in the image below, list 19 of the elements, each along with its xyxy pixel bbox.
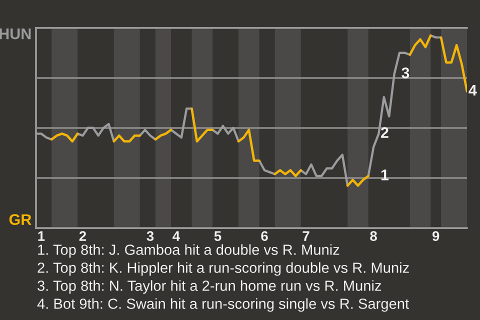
- text: 4. Bot 9th: C. Swain hit a run-scoring single vs R. Sargent: [37, 298, 409, 312]
- text: GR: [9, 214, 32, 225]
- x-tick-label: 6: [261, 231, 268, 241]
- annotation: 3: [402, 68, 410, 78]
- x-tick-label: 8: [370, 231, 377, 241]
- x-tick-label: 5: [214, 231, 222, 241]
- x-tick-label: 3: [146, 231, 154, 241]
- text: 1. Top 8th: J. Gamboa hit a double vs R. Muniz: [38, 244, 340, 258]
- x-tick-label: 2: [79, 231, 86, 241]
- x-tick-label: 7: [302, 231, 310, 241]
- x-tick-label: 1: [38, 231, 45, 241]
- x-tick-label: 9: [432, 231, 440, 241]
- annotation: 1: [381, 170, 389, 180]
- text: HUN: [0, 28, 31, 40]
- text: 2. Top 8th: K. Hippler hit a run-scoring double vs R. Muniz: [38, 262, 409, 276]
- x-tick-label: 4: [172, 231, 180, 241]
- annotation: 2: [381, 127, 388, 138]
- text: 4: [468, 84, 477, 96]
- text: 3. Top 8th: N. Taylor hit a 2-run home run vs R. Muniz: [38, 280, 382, 294]
